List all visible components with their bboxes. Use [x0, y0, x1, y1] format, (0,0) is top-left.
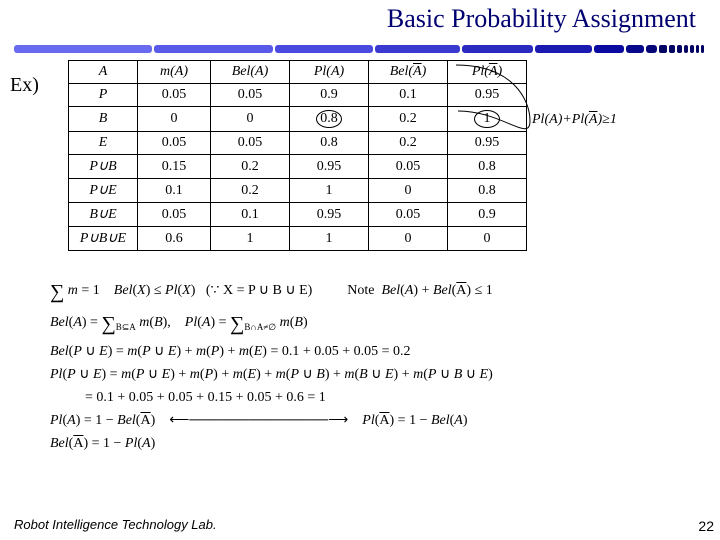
table-cell: 0.2 — [211, 179, 290, 203]
table-cell: 0.95 — [448, 84, 527, 107]
table-cell: 0.05 — [138, 203, 211, 227]
row-label: P∪B — [69, 155, 138, 179]
row-label: P∪B∪E — [69, 227, 138, 251]
formula-line: ∑ m = 1 Bel(X) ≤ Pl(X) (∵ X = P ∪ B ∪ E)… — [50, 277, 650, 307]
table-cell: 0.05 — [211, 84, 290, 107]
table-cell: 0 — [448, 227, 527, 251]
table-row: P∪E0.10.2100.8 — [69, 179, 527, 203]
formula-line: Pl(P ∪ E) = m(P ∪ E) + m(P) + m(E) + m(P… — [50, 364, 650, 385]
row-label: P∪E — [69, 179, 138, 203]
table-cell: 0 — [369, 179, 448, 203]
table-cell: 0.6 — [138, 227, 211, 251]
table-cell: 0.2 — [369, 107, 448, 132]
page-title: Basic Probability Assignment — [387, 4, 696, 34]
table-cell: 0.05 — [369, 155, 448, 179]
table-cell: 1 — [290, 227, 369, 251]
table-row: P∪B0.150.20.950.050.8 — [69, 155, 527, 179]
table-cell: 0.05 — [138, 132, 211, 155]
row-label: P — [69, 84, 138, 107]
row-label: B∪E — [69, 203, 138, 227]
table-cell: 0.8 — [290, 132, 369, 155]
table-row: E0.050.050.80.20.95 — [69, 132, 527, 155]
formula-line: Bel(A) = ∑B⊆A m(B), Pl(A) = ∑B∩A≠∅ m(B) — [50, 309, 650, 339]
table-cell: 0.8 — [448, 179, 527, 203]
table-header-5: Pl(A) — [448, 61, 527, 84]
table-row: B∪E0.050.10.950.050.9 — [69, 203, 527, 227]
formula-line: Bel(P ∪ E) = m(P ∪ E) + m(P) + m(E) = 0.… — [50, 341, 650, 362]
table-cell: 0.2 — [369, 132, 448, 155]
table-cell: 0 — [369, 227, 448, 251]
table-cell: 0.9 — [290, 84, 369, 107]
table-cell: 0.1 — [211, 203, 290, 227]
table-header-2: Bel(A) — [211, 61, 290, 84]
page-number: 22 — [698, 518, 714, 534]
example-label: Ex) — [10, 74, 39, 97]
row-label: B — [69, 107, 138, 132]
title-separator — [14, 42, 706, 56]
probability-table: Am(A)Bel(A)Pl(A)Bel(A)Pl(A) P0.050.050.9… — [68, 60, 527, 251]
table-header-4: Bel(A) — [369, 61, 448, 84]
table-cell: 0.05 — [138, 84, 211, 107]
table-cell: 0.95 — [290, 203, 369, 227]
formula-line: Pl(A) = 1 − Bel(A) ⟵──────────────⟶ Pl(A… — [50, 410, 650, 431]
table-cell: 0.95 — [290, 155, 369, 179]
table-cell: 0 — [138, 107, 211, 132]
table-cell: 0.95 — [448, 132, 527, 155]
formula-line: = 0.1 + 0.05 + 0.05 + 0.15 + 0.05 + 0.6 … — [50, 387, 650, 408]
table-cell: 0 — [211, 107, 290, 132]
formula-block: ∑ m = 1 Bel(X) ≤ Pl(X) (∵ X = P ∪ B ∪ E)… — [50, 275, 650, 456]
formula-line: Bel(A) = 1 − Pl(A) — [50, 433, 650, 454]
table-cell: 0.2 — [211, 155, 290, 179]
table-row: P∪B∪E0.61100 — [69, 227, 527, 251]
table-cell: 0.15 — [138, 155, 211, 179]
table-cell: 0.8 — [448, 155, 527, 179]
table-row: P0.050.050.90.10.95 — [69, 84, 527, 107]
table-header-3: Pl(A) — [290, 61, 369, 84]
table-cell: 0.9 — [448, 203, 527, 227]
row-label: E — [69, 132, 138, 155]
table-cell: 1 — [211, 227, 290, 251]
table-cell: 0.1 — [369, 84, 448, 107]
table-cell: 0.1 — [138, 179, 211, 203]
table-cell: 0.05 — [211, 132, 290, 155]
table-cell: 0.05 — [369, 203, 448, 227]
table-row: B000.80.21 — [69, 107, 527, 132]
footer-lab: Robot Intelligence Technology Lab. — [14, 517, 217, 532]
table-header-0: A — [69, 61, 138, 84]
table-cell: 1 — [290, 179, 369, 203]
table-header-1: m(A) — [138, 61, 211, 84]
table-cell: 1 — [448, 107, 527, 132]
annotation-plsum: Pl(A)+Pl(A)≥1 — [532, 112, 617, 128]
table-cell: 0.8 — [290, 107, 369, 132]
